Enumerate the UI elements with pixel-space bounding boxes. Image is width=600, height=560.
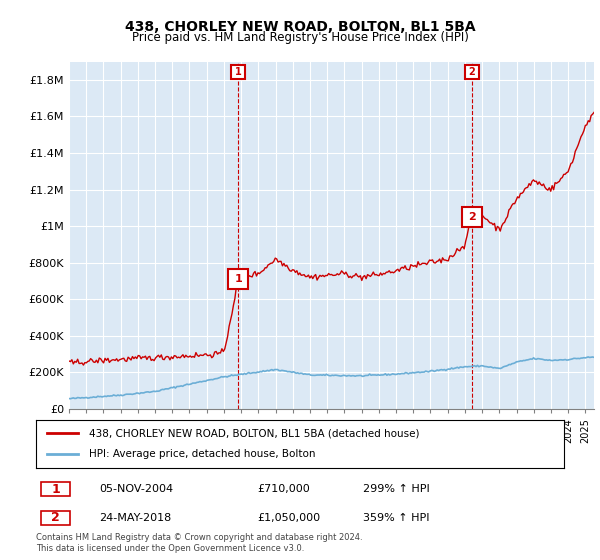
Text: 05-NOV-2004: 05-NOV-2004 xyxy=(100,484,173,494)
Text: 24-MAY-2018: 24-MAY-2018 xyxy=(100,513,172,523)
Text: 438, CHORLEY NEW ROAD, BOLTON, BL1 5BA (detached house): 438, CHORLEY NEW ROAD, BOLTON, BL1 5BA (… xyxy=(89,428,419,438)
Text: HPI: Average price, detached house, Bolton: HPI: Average price, detached house, Bolt… xyxy=(89,449,316,459)
Text: 2: 2 xyxy=(51,511,60,524)
Text: 1: 1 xyxy=(235,274,242,284)
Text: Price paid vs. HM Land Registry's House Price Index (HPI): Price paid vs. HM Land Registry's House … xyxy=(131,31,469,44)
Text: £710,000: £710,000 xyxy=(258,484,311,494)
Text: 2: 2 xyxy=(468,67,475,77)
Text: 1: 1 xyxy=(235,67,242,77)
Text: 299% ↑ HPI: 299% ↑ HPI xyxy=(364,484,430,494)
FancyBboxPatch shape xyxy=(41,511,70,525)
Text: 2: 2 xyxy=(468,212,475,222)
Text: Contains HM Land Registry data © Crown copyright and database right 2024.
This d: Contains HM Land Registry data © Crown c… xyxy=(36,533,362,553)
Text: 1: 1 xyxy=(51,483,60,496)
Text: 359% ↑ HPI: 359% ↑ HPI xyxy=(364,513,430,523)
Text: 438, CHORLEY NEW ROAD, BOLTON, BL1 5BA: 438, CHORLEY NEW ROAD, BOLTON, BL1 5BA xyxy=(125,20,475,34)
Text: £1,050,000: £1,050,000 xyxy=(258,513,321,523)
FancyBboxPatch shape xyxy=(41,482,70,496)
